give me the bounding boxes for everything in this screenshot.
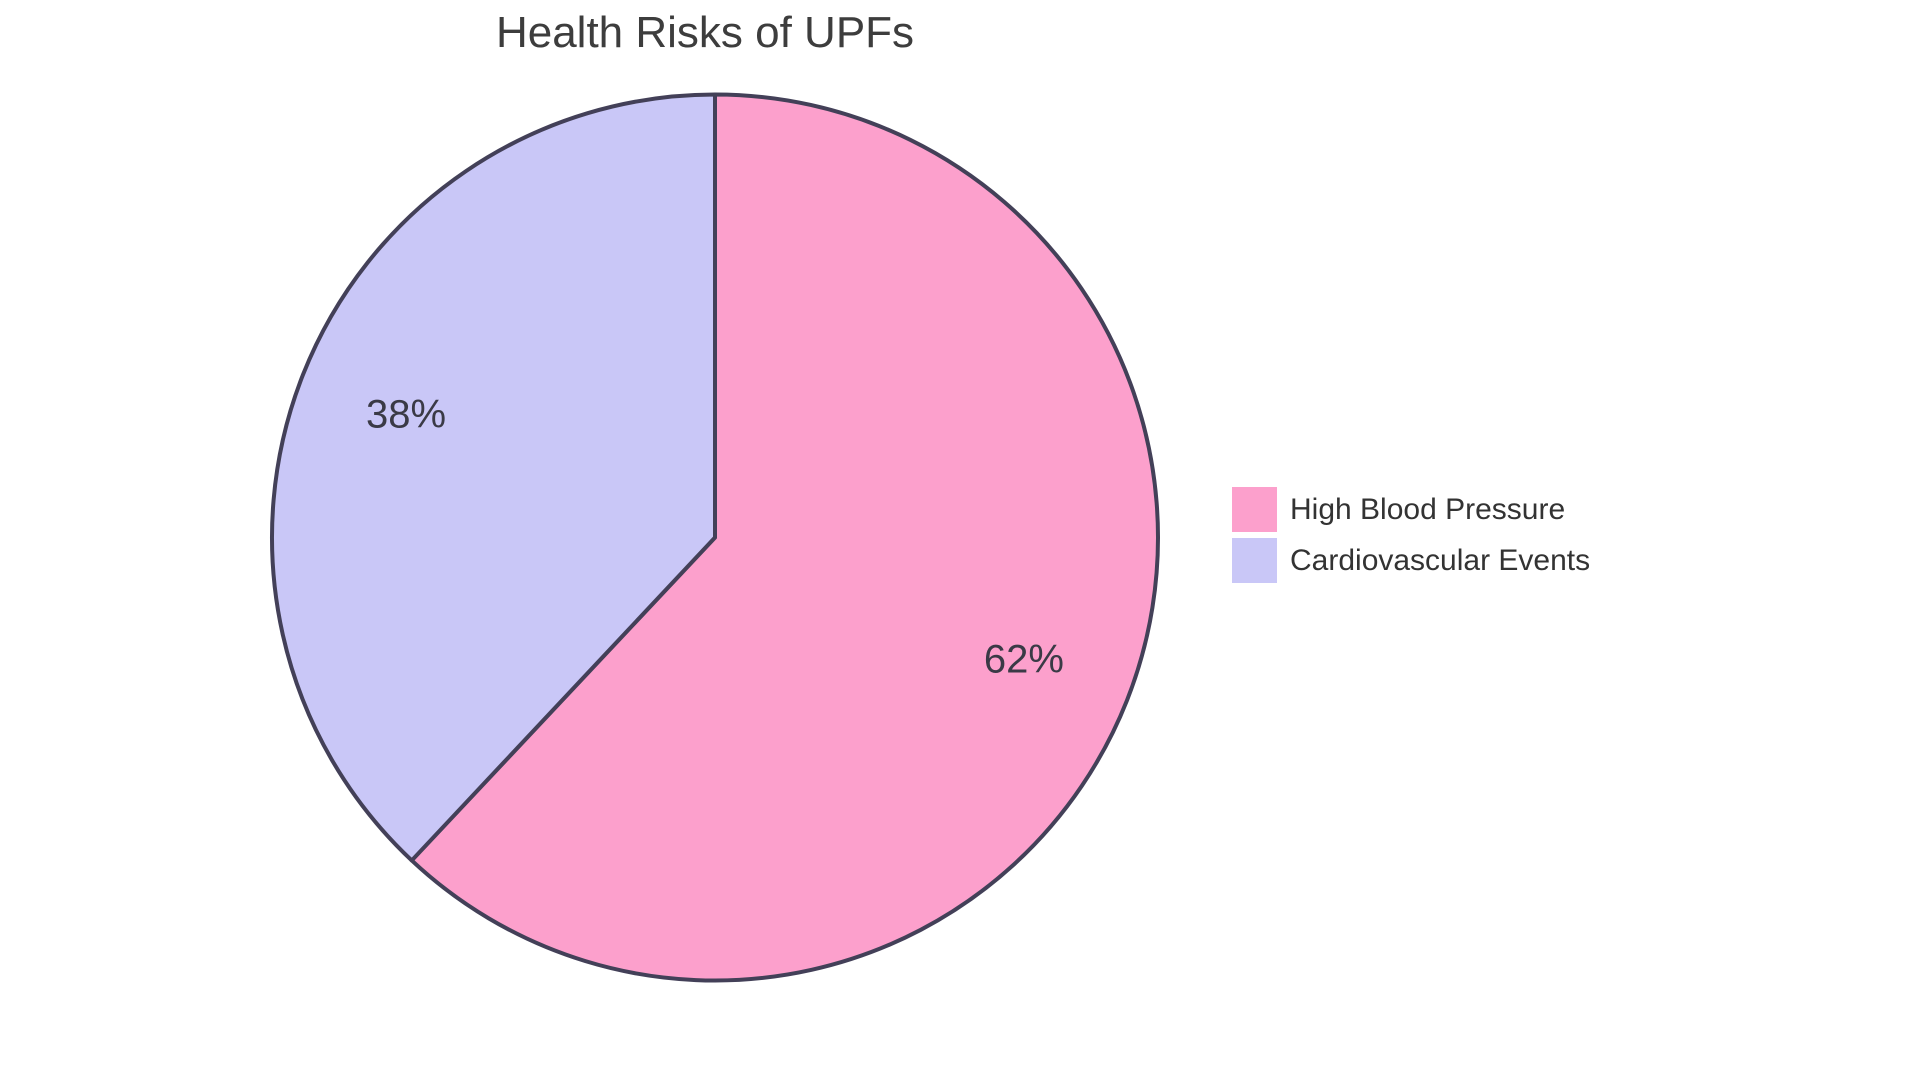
legend-item-high-blood-pressure: High Blood Pressure <box>1232 487 1590 532</box>
legend-label-high-blood-pressure: High Blood Pressure <box>1290 492 1566 526</box>
legend-item-cardiovascular-events: Cardiovascular Events <box>1232 538 1590 583</box>
chart-title: Health Risks of UPFs <box>495 8 915 57</box>
pie-slice-cardiovascular-events <box>270 92 717 863</box>
legend-swatch-high-blood-pressure <box>1232 487 1277 532</box>
legend: High Blood Pressure Cardiovascular Event… <box>1232 487 1590 583</box>
pie-percent-label-cardiovascular-events: 38% <box>366 392 447 437</box>
pie-slice-high-blood-pressure <box>409 92 1160 983</box>
pie-percent-label-high-blood-pressure: 62% <box>983 637 1064 682</box>
legend-swatch-cardiovascular-events <box>1232 538 1277 583</box>
legend-label-cardiovascular-events: Cardiovascular Events <box>1290 543 1591 577</box>
